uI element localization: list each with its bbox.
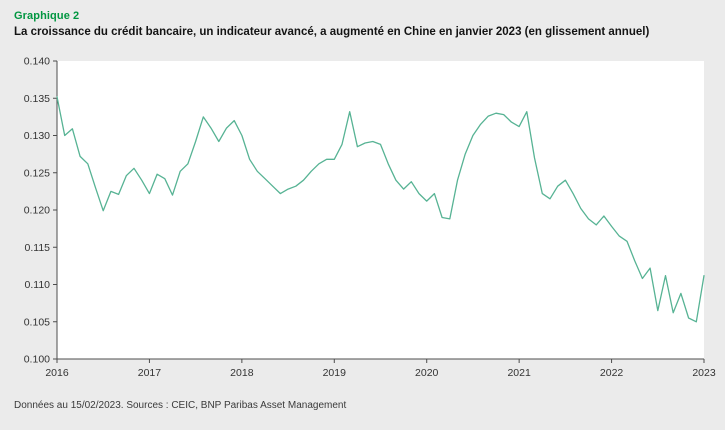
- x-tick-label: 2017: [138, 367, 162, 379]
- x-tick-label: 2023: [692, 367, 716, 379]
- x-tick-label: 2022: [600, 367, 624, 379]
- chart-title: La croissance du crédit bancaire, un ind…: [14, 26, 650, 38]
- x-tick-label: 2019: [323, 367, 347, 379]
- y-tick-label: 0.115: [25, 241, 51, 253]
- x-tick-label: 2018: [230, 367, 254, 379]
- x-tick-label: 2016: [45, 367, 69, 379]
- chart-footnote: Données au 15/02/2023. Sources : CEIC, B…: [14, 399, 347, 411]
- credit-growth-chart: 0.100 0.105 0.110 0.115 0.120 0.125 0.130 0.135…: [0, 47, 725, 386]
- plot-area: [57, 60, 704, 359]
- chart-number-label: Graphique 2: [14, 10, 80, 22]
- line-chart-svg: 0.100 0.105 0.110 0.115 0.120 0.125 0.130 0.135…: [24, 55, 716, 379]
- y-tick-label: 0.130: [24, 130, 50, 142]
- x-tick-label: 2021: [507, 367, 531, 379]
- y-tick-label: 0.135: [24, 92, 50, 104]
- credit-growth-line: [56, 95, 705, 322]
- y-tick-label: 0.125: [24, 167, 50, 179]
- y-tick-label: 0.120: [24, 204, 50, 216]
- y-tick-label: 0.100: [24, 353, 50, 365]
- chart-header: Graphique 2 La croissance du crédit banc…: [0, 0, 725, 41]
- y-tick-label: 0.140: [24, 55, 50, 67]
- y-tick-label: 0.105: [24, 316, 50, 328]
- y-tick-label: 0.110: [25, 279, 51, 291]
- x-tick-label: 2020: [415, 367, 439, 379]
